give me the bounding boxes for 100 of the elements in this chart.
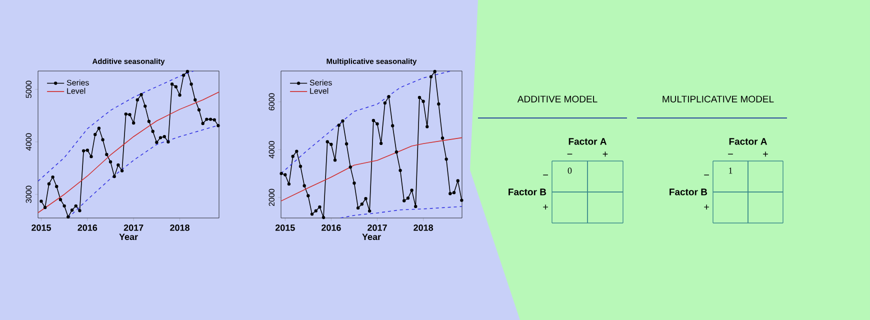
point — [43, 206, 47, 210]
y-tick-label: 2000 — [268, 188, 274, 206]
point — [440, 136, 444, 140]
point — [284, 173, 287, 176]
point — [287, 182, 291, 186]
point — [186, 70, 190, 74]
legend-label: Series — [310, 80, 332, 86]
point — [302, 184, 306, 188]
point — [356, 206, 360, 210]
point — [62, 204, 66, 208]
point — [410, 188, 414, 192]
point — [460, 198, 464, 202]
point — [360, 202, 364, 206]
point — [82, 149, 86, 152]
point — [452, 191, 456, 194]
x-axis-title: Year — [119, 234, 138, 240]
legend-label: Level — [310, 88, 328, 94]
y-axis-title: Factor B — [508, 188, 546, 196]
point — [132, 121, 136, 125]
point — [112, 174, 116, 178]
x-tick-label: 2016 — [78, 224, 98, 231]
legend-label: Level — [67, 88, 86, 94]
x-tick-label: 2015 — [32, 224, 51, 231]
x-tick-label: 2018 — [170, 224, 190, 231]
point — [368, 209, 372, 213]
point — [58, 198, 62, 202]
point — [298, 164, 302, 168]
point — [74, 204, 78, 208]
point — [280, 172, 283, 176]
point — [391, 124, 394, 128]
point — [105, 152, 108, 156]
point — [330, 142, 333, 146]
y-axis-title: Factor B — [670, 188, 708, 196]
point — [101, 138, 104, 142]
point — [444, 158, 448, 161]
point — [97, 126, 101, 130]
point — [197, 108, 201, 112]
legend-label: Series — [66, 80, 89, 86]
point — [144, 104, 147, 108]
point — [418, 96, 422, 100]
y-tick-label: 3000 — [26, 186, 32, 203]
point — [182, 74, 186, 77]
y-tick-label: 5000 — [26, 80, 32, 98]
point — [348, 165, 352, 169]
y-tick-label: 6000 — [268, 93, 274, 110]
point — [376, 122, 379, 126]
point — [422, 100, 425, 103]
point — [47, 182, 51, 186]
point — [379, 142, 383, 146]
point — [178, 94, 182, 97]
point — [322, 216, 326, 220]
x-tick-label: 2017 — [368, 224, 387, 231]
point — [372, 118, 376, 122]
point — [341, 119, 344, 123]
point — [155, 140, 158, 144]
point — [140, 93, 143, 96]
point — [426, 125, 429, 128]
x-axis-title: Factor A — [729, 138, 768, 145]
point — [170, 82, 174, 86]
line-series — [340, 206, 462, 218]
point — [108, 160, 112, 164]
point — [314, 209, 318, 212]
point — [212, 118, 216, 122]
point — [394, 150, 398, 154]
y-tick-label: 4000 — [26, 133, 32, 151]
point — [90, 154, 93, 158]
point — [66, 215, 70, 219]
point — [433, 70, 436, 74]
x-tick-label: 2017 — [124, 224, 144, 231]
point — [78, 209, 82, 212]
point — [124, 112, 128, 116]
point — [291, 154, 294, 158]
y-tick-label: 4000 — [268, 141, 274, 158]
point — [128, 112, 132, 116]
point — [295, 150, 298, 153]
point — [86, 148, 90, 152]
x-axis-title: Year — [362, 234, 381, 240]
point — [310, 212, 314, 216]
point — [398, 168, 402, 172]
point — [40, 200, 43, 203]
point — [151, 130, 154, 133]
point — [194, 98, 197, 102]
data-label: 1 — [729, 168, 732, 174]
point — [448, 192, 452, 196]
point — [437, 102, 440, 106]
point — [162, 135, 166, 138]
point — [306, 194, 310, 198]
point — [344, 142, 348, 146]
chart-title: ADDITIVE MODEL — [517, 96, 598, 102]
point — [136, 98, 140, 102]
point — [94, 132, 97, 136]
point — [55, 184, 58, 188]
point — [51, 175, 54, 179]
point — [166, 140, 170, 144]
x-tick-label: 2015 — [275, 224, 295, 231]
point — [147, 120, 151, 123]
point — [201, 122, 204, 126]
point — [402, 199, 406, 202]
x-tick-label: + — [763, 152, 768, 157]
point — [414, 204, 418, 208]
